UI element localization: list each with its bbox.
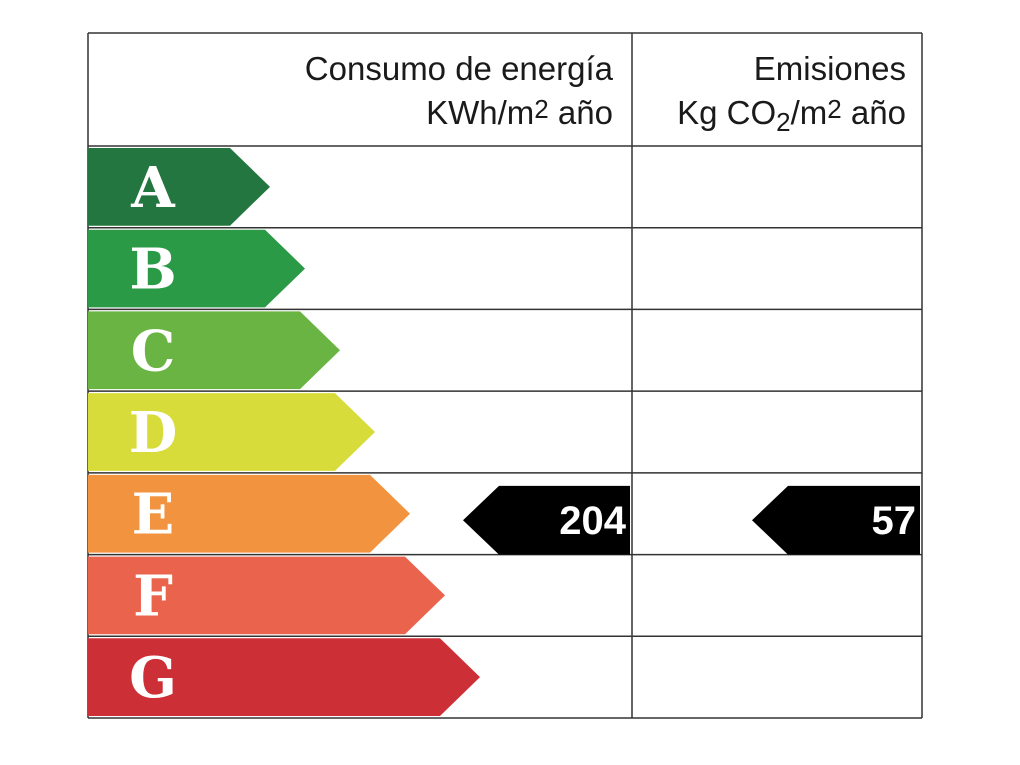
indicator-value: 57 [872,499,917,543]
rating-arrow [88,638,480,716]
consumption-unit: KWh/m2 año [426,94,613,131]
unit-part: Kg CO [677,94,776,131]
rating-letter: D [129,400,178,466]
consumption-title: Consumo de energía [305,50,614,87]
rating-arrow [88,556,445,635]
rating-arrow [88,311,340,390]
rating-letter: F [133,563,173,629]
unit-part: año [842,94,906,131]
rating-arrow [88,148,270,226]
rating-arrow [88,474,410,553]
rating-letter: G [129,645,177,711]
rating-letter: A [130,155,176,221]
rating-letter: E [132,482,175,548]
unit-part: /m [791,94,828,131]
unit-superscript: 2 [827,94,841,124]
indicator-arrow [752,485,920,555]
emissions-title: Emisiones [754,50,906,87]
rating-letter: C [131,318,176,384]
unit-subscript: 2 [776,107,790,137]
indicator-arrow [463,485,630,555]
unit-superscript: 2 [534,94,548,124]
unit-part: año [549,94,613,131]
emissions-unit: Kg CO2/m2 año [677,94,906,137]
unit-part: KWh/m [426,94,534,131]
rating-arrow [88,393,375,471]
indicator-value: 204 [559,499,626,543]
rating-arrow [88,229,305,308]
rating-letter: B [129,237,176,303]
